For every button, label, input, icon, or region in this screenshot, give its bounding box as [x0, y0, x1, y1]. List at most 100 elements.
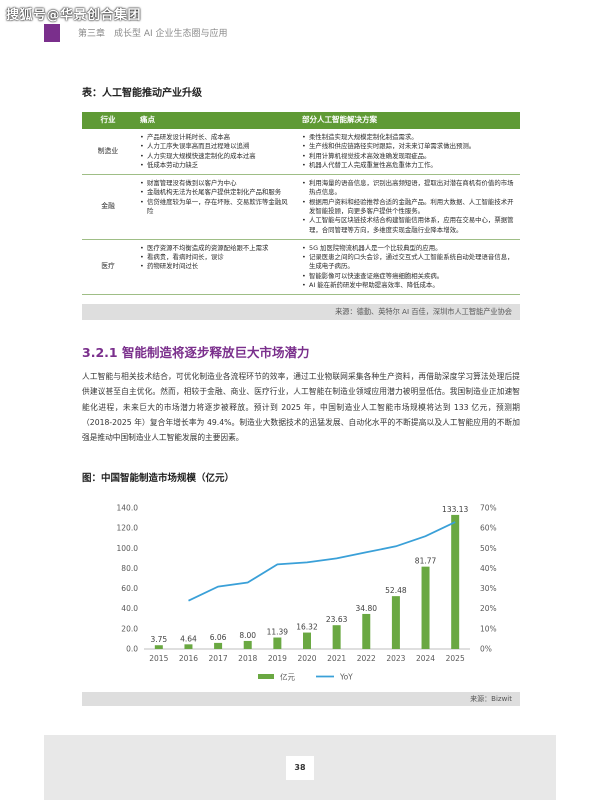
list-item: 低成本劳动力缺乏 — [140, 161, 290, 171]
y-left-tick-label: 120.0 — [117, 524, 139, 533]
y-right-tick-label: 50% — [480, 544, 497, 553]
table-row: 金融 财富管理没有做到以客户为中心 金融机构无法为长尾客户提供定制化产品和服务 … — [82, 174, 520, 240]
list-item: 5G 加医院物流机器人是一个比较典型的应用。 — [302, 244, 514, 254]
legend-bar-label: 亿元 — [280, 672, 295, 682]
list-item: 生产线和供应链路径实时跟踪，对未来订单需求做出预测。 — [302, 142, 514, 152]
chart-title: 图：中国智能制造市场规模（亿元） — [82, 473, 235, 484]
y-left-tick-label: 40.0 — [121, 604, 138, 613]
header-solutions: 部分人工智能解决方案 — [296, 112, 520, 129]
bar-data-label: 3.75 — [150, 635, 167, 644]
list-item: 利用海量的语音信息，识别出高频短语，提取出对潜在商机有价值的市场热点信息。 — [302, 179, 514, 198]
table-header-row: 行业 痛点 部分人工智能解决方案 — [82, 112, 520, 129]
list-item: 人工智能与区块链技术结合构建智能信用体系，应用在交易中心，票据管理，合同管理等方… — [302, 216, 514, 235]
list-item: 柔性制造实现大规模定制化制造需求。 — [302, 133, 514, 143]
bar-data-label: 23.63 — [326, 615, 348, 624]
list-item: 智能影像可以快速查证癌症等癌细胞相关疾病。 — [302, 272, 514, 282]
industry-cell: 金融 — [82, 174, 134, 240]
x-tick-label: 2020 — [297, 654, 316, 663]
y-left-tick-label: 60.0 — [121, 584, 138, 593]
bar — [451, 514, 460, 649]
y-right-tick-label: 40% — [480, 564, 497, 573]
x-tick-label: 2018 — [238, 654, 257, 663]
legend-bar-swatch — [258, 674, 274, 679]
header-pain-points: 痛点 — [134, 112, 296, 129]
bar-data-label: 11.39 — [267, 628, 289, 637]
bar-data-label: 81.77 — [415, 557, 437, 566]
y-left-tick-label: 140.0 — [117, 504, 139, 513]
y-right-tick-label: 10% — [480, 624, 497, 633]
list-item: 人力工序失误率高而且过程难以追溯 — [140, 142, 290, 152]
solutions-cell: 利用海量的语音信息，识别出高频短语，提取出对潜在商机有价值的市场热点信息。 根据… — [296, 174, 520, 240]
chart-source: 来源：Bizwit — [82, 692, 520, 706]
x-tick-label: 2024 — [416, 654, 435, 663]
bar — [154, 645, 163, 649]
bar-data-label: 34.80 — [356, 604, 378, 613]
watermark: 搜狐号@华景创合集团 — [6, 8, 142, 23]
section-title: 3.2.1 智能制造将逐步释放巨大市场潜力 — [82, 345, 310, 360]
table-row: 制造业 产品研发设计耗时长、成本高 人力工序失误率高而且过程难以追溯 人力实现大… — [82, 129, 520, 176]
legend-line-label: YoY — [339, 673, 353, 682]
bar — [421, 566, 430, 649]
industry-cell: 医疗 — [82, 239, 134, 296]
bar-data-label: 133.13 — [442, 505, 468, 514]
table-source: 来源：德勤、英特尔 AI 百佳，深圳市人工智能产业协会 — [82, 304, 520, 320]
list-item: 产品研发设计耗时长、成本高 — [140, 133, 290, 143]
list-item: 财富管理没有做到以客户为中心 — [140, 179, 290, 189]
y-right-tick-label: 20% — [480, 604, 497, 613]
x-tick-label: 2017 — [209, 654, 228, 663]
bar-data-label: 6.06 — [210, 633, 227, 642]
pain-points-cell: 医疗资源不均衡造成的资源配给跟不上需求 看病贵，看病时间长，误诊 药物研发时间过… — [134, 239, 296, 296]
yoy-line — [188, 521, 456, 602]
solutions-cell: 5G 加医院物流机器人是一个比较典型的应用。 记录医患之间的口头会诊，通过交互式… — [296, 239, 520, 296]
bar — [243, 640, 252, 649]
list-item: 金融机构无法为长尾客户提供定制化产品和服务 — [140, 188, 290, 198]
table-row: 医疗 医疗资源不均衡造成的资源配给跟不上需求 看病贵，看病时间长，误诊 药物研发… — [82, 239, 520, 296]
bar-data-label: 52.48 — [385, 586, 407, 595]
bar — [303, 632, 311, 649]
page-number: 38 — [286, 756, 314, 780]
bar-data-label: 16.32 — [296, 623, 318, 632]
solutions-cell: 柔性制造实现大规模定制化制造需求。 生产线和供应链路径实时跟踪，对未来订单需求做… — [296, 129, 520, 176]
body-paragraph: 人工智能与相关技术结合，可优化制造业各流程环节的效率，通过工业物联网采集各种生产… — [82, 372, 520, 443]
industry-ai-table: 行业 痛点 部分人工智能解决方案 制造业 产品研发设计耗时长、成本高 人力工序失… — [82, 112, 520, 296]
y-right-tick-label: 60% — [480, 524, 497, 533]
x-tick-label: 2016 — [179, 654, 198, 663]
x-tick-label: 2015 — [149, 654, 168, 663]
header-industry: 行业 — [82, 112, 134, 129]
list-item: 药物研发时间过长 — [140, 262, 290, 272]
table-title: 表：人工智能推动产业升级 — [82, 88, 202, 99]
pain-points-cell: 财富管理没有做到以客户为中心 金融机构无法为长尾客户提供定制化产品和服务 信贷维… — [134, 174, 296, 240]
y-right-tick-label: 30% — [480, 584, 497, 593]
y-left-tick-label: 80.0 — [121, 564, 138, 573]
chapter-color-block — [44, 24, 60, 42]
y-left-tick-label: 20.0 — [121, 624, 138, 633]
list-item: 记录医患之间的口头会诊，通过交互式人工智能系统自动处理语音信息，生成电子病历。 — [302, 253, 514, 272]
list-item: 利用计算机视觉技术高效准确发现瑕疵品。 — [302, 152, 514, 162]
list-item: 机器人代替工人完成重复性高危重体力工作。 — [302, 161, 514, 171]
y-left-tick-label: 100.0 — [117, 544, 139, 553]
list-item: 看病贵，看病时间长，误诊 — [140, 253, 290, 263]
list-item: 人力实现大规模快速定制化的成本过高 — [140, 152, 290, 162]
market-size-chart: 0.0 20.0 40.0 60.0 80.0 100.0 120.0 140.0 0% 10% 2… — [117, 504, 497, 682]
x-tick-label: 2019 — [268, 654, 287, 663]
y-right-tick-label: 70% — [480, 504, 497, 513]
x-tick-label: 2025 — [446, 654, 465, 663]
bar — [214, 642, 223, 649]
bar-data-label: 4.64 — [180, 634, 197, 643]
list-item: 根据用户资料和经验推荐合适的金融产品。利用大数据、人工智能技术开发智能投顾，向更… — [302, 198, 514, 217]
list-item: 信贷维度较为单一，存在坏账、交易欺诈等金融风险 — [140, 198, 290, 217]
bar — [184, 644, 193, 649]
x-tick-label: 2021 — [327, 654, 346, 663]
list-item: 医疗资源不均衡造成的资源配给跟不上需求 — [140, 244, 290, 254]
industry-cell: 制造业 — [82, 129, 134, 176]
y-right-tick-label: 0% — [480, 645, 492, 654]
bar — [273, 637, 282, 649]
bar — [362, 613, 371, 649]
bar — [391, 596, 400, 649]
list-item: AI 能在新药研发中帮助提高效率、降低成本。 — [302, 281, 514, 291]
y-left-tick-label: 0.0 — [126, 645, 138, 654]
pain-points-cell: 产品研发设计耗时长、成本高 人力工序失误率高而且过程难以追溯 人力实现大规模快速… — [134, 129, 296, 176]
bar-data-label: 8.00 — [239, 631, 256, 640]
chapter-heading: 第三章 成长型 AI 企业生态圈与应用 — [78, 29, 228, 39]
x-tick-label: 2023 — [386, 654, 405, 663]
